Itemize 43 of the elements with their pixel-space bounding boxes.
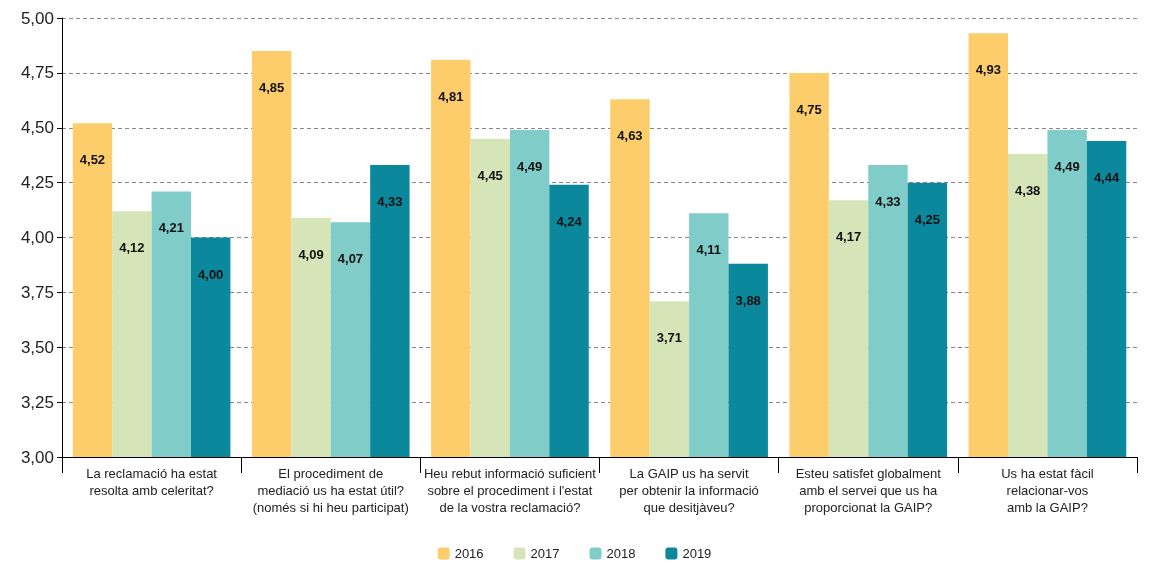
data-label: 4,33 [377,194,403,210]
x-tick-label: El procediment de mediació us ha estat útil? (només si hi heu participat) [252,466,409,515]
y-tick-label: 3,75 [20,282,54,302]
data-label: 4,81 [438,88,464,104]
y-tick-label: 4,50 [20,118,54,138]
y-tick-label: 4,75 [20,63,54,83]
x-tick-label: La GAIP us ha servit per obtenir la informació que desitjàveu? [619,466,759,515]
x-tick-label: Us ha estat fàcil relacionar-vos amb la GAIP? [1001,466,1094,515]
data-label: 4,33 [875,194,901,210]
x-tick-label: La reclamació ha estat resolta amb celeritat? [86,466,218,498]
data-label: 4,21 [158,220,184,236]
x-tick-label: Esteu satisfet globalment amb el servei que us ha proporcionat la GAIP? [795,466,942,515]
data-label: 3,71 [656,330,683,346]
data-label: 4,38 [1015,183,1041,199]
data-label: 4,85 [258,79,285,95]
data-label: 4,07 [337,251,364,267]
legend-label: 2019 [682,546,712,561]
data-label: 4,63 [617,128,643,144]
legend-label: 2016 [454,546,484,561]
y-tick-label: 3,00 [20,447,54,467]
y-tick-label: 3,50 [20,337,54,357]
x-tick-label: Heu rebut informació suficient sobre el procediment i l'estat de la vostra reclamació? [423,466,597,515]
data-label: 4,75 [796,101,822,117]
data-label: 4,17 [835,229,862,245]
data-label: 4,12 [119,240,145,256]
data-label: 4,93 [975,62,1001,78]
data-label: 4,25 [914,211,941,227]
data-label: 4,44 [1093,169,1120,185]
y-tick-label: 4,00 [20,228,54,247]
data-label: 4,09 [298,246,324,262]
y-tick-label: 4,25 [20,173,54,193]
data-label: 4,45 [477,167,503,183]
data-label: 4,24 [556,213,583,229]
data-label: 4,52 [79,152,106,168]
data-label: 4,49 [1054,158,1080,174]
data-label: 4,00 [198,266,224,282]
y-tick-label: 3,25 [20,392,54,412]
legend-label: 2017 [530,546,560,561]
data-label: 4,49 [516,158,543,174]
y-tick-label: 5,00 [20,8,54,28]
legend-label: 2018 [606,546,636,561]
data-label: 4,11 [696,242,722,258]
data-label: 3,88 [735,292,761,308]
